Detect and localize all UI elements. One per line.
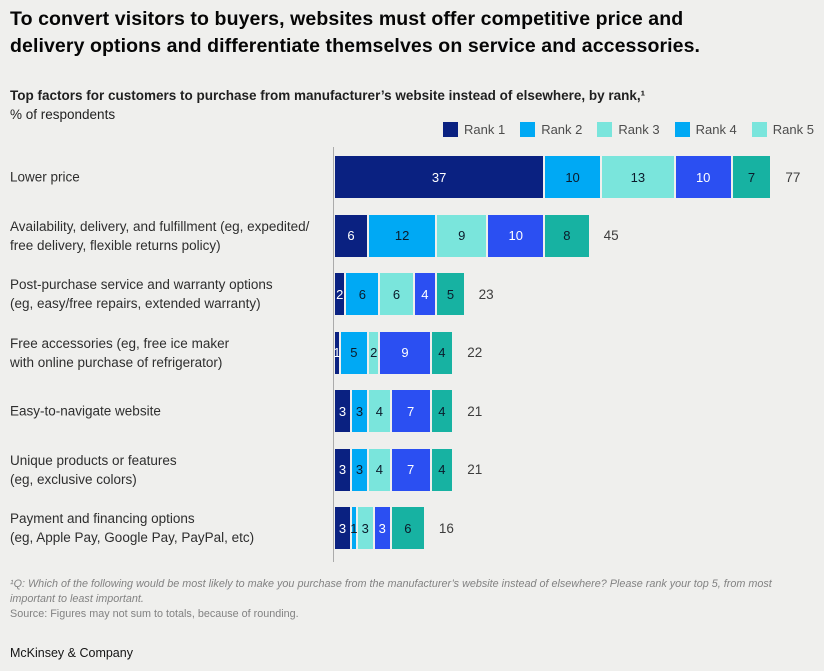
bar-segment: 3	[357, 507, 373, 549]
total-label: 21	[467, 462, 483, 477]
legend-swatch-rank-5	[751, 122, 767, 137]
bar: 37 10 13 10 7 77	[335, 156, 800, 198]
footnote-question: ¹Q: Which of the following would be most…	[10, 578, 772, 605]
bar-segment: 37	[335, 156, 544, 198]
chart-row: Free accessories (eg, free ice maker wit…	[0, 331, 824, 374]
bar-segment: 4	[369, 448, 390, 491]
bar-segment: 10	[488, 214, 544, 257]
legend-label: Rank 5	[772, 122, 814, 137]
bar-segment: 10	[675, 156, 731, 198]
chart-row: Unique products or features (eg, exclusi…	[0, 448, 824, 491]
bar-segment: 6	[335, 214, 368, 257]
footnote: ¹Q: Which of the following would be most…	[10, 577, 810, 622]
bar-segment: 7	[391, 448, 430, 491]
legend-item-rank-5: Rank 5	[751, 122, 814, 137]
chart-row: Post-purchase service and warranty optio…	[0, 273, 824, 315]
row-label: Free accessories (eg, free ice maker wit…	[10, 335, 230, 370]
row-label: Availability, delivery, and fulfillment …	[10, 218, 310, 253]
total-label: 21	[467, 403, 483, 419]
chart-subtitle: Top factors for customers to purchase fr…	[10, 86, 710, 124]
legend: Rank 1 Rank 2 Rank 3 Rank 4 Rank 5	[442, 122, 814, 137]
legend-item-rank-3: Rank 3	[597, 122, 660, 137]
total-label: 23	[478, 286, 494, 302]
bar: 1 5 2 9 4 22	[333, 331, 483, 374]
chart-row: Easy-to-navigate website 3 3 4 7 4 21	[0, 390, 824, 432]
bar-segment: 4	[431, 390, 453, 432]
brand-wordmark: McKinsey & Company	[10, 646, 133, 660]
bar-segment: 6	[346, 273, 379, 315]
bar-segment: 4	[369, 390, 390, 432]
legend-label: Rank 1	[463, 122, 506, 137]
bar-segment: 7	[732, 156, 771, 198]
bar-segment: 1	[350, 507, 357, 549]
legend-item-rank-1: Rank 1	[442, 122, 506, 137]
bar-segment: 8	[545, 214, 589, 257]
chart-subtitle-main: Top factors for customers to purchase fr…	[10, 88, 646, 103]
legend-item-rank-4: Rank 4	[674, 122, 737, 137]
bar-segment: 3	[335, 448, 351, 491]
stacked-bar-chart: Lower price 37 10 13 10 7 77 Availability, deli…	[0, 147, 824, 567]
bar: 2 6 6 4 5 23	[335, 273, 494, 315]
total-label: 22	[467, 345, 483, 360]
bar-segment: 2	[335, 273, 345, 315]
bar-segment: 6	[380, 273, 413, 315]
row-label: Unique products or features (eg, exclusi…	[10, 452, 177, 487]
bar-segment: 4	[431, 331, 453, 374]
bar-segment: 6	[391, 507, 424, 549]
legend-swatch-rank-4	[674, 122, 690, 137]
bar-segment: 5	[340, 331, 368, 374]
bar-segment: 9	[437, 214, 487, 257]
bar: 3 3 4 7 4 21	[335, 448, 483, 491]
bar-segment: 4	[431, 448, 453, 491]
bar-segment: 4	[414, 273, 436, 315]
bar-segment: 3	[352, 390, 368, 432]
bar-segment: 13	[601, 156, 674, 198]
bar-segment: 3	[374, 507, 390, 549]
total-label: 77	[785, 169, 801, 185]
footnote-source: Source: Figures may not sum to totals, b…	[10, 608, 299, 620]
bar-segment: 2	[369, 331, 379, 374]
bar-segment: 10	[545, 156, 600, 198]
bar-segment: 12	[369, 214, 436, 257]
bar-segment: 9	[380, 331, 430, 374]
row-label: Easy-to-navigate website	[10, 403, 161, 419]
chart-row: Payment and financing options (eg, Apple…	[0, 507, 824, 549]
page-title: To convert visitors to buyers, websites …	[10, 8, 701, 57]
axis-line	[333, 147, 334, 562]
legend-swatch-rank-2	[520, 122, 536, 137]
legend-item-rank-2: Rank 2	[520, 122, 582, 137]
bar-segment: 3	[335, 507, 351, 549]
bar-segment: 5	[437, 273, 464, 315]
bar-segment: 3	[352, 448, 368, 491]
row-label: Lower price	[10, 169, 80, 185]
row-label: Payment and financing options (eg, Apple…	[10, 511, 255, 545]
bar-segment: 1	[333, 331, 340, 374]
bar-segment: 3	[335, 390, 351, 432]
legend-swatch-rank-3	[597, 122, 613, 137]
bar: 3 1 3 3 6 16	[335, 507, 454, 549]
bar: 3 3 4 7 4 21	[335, 390, 482, 432]
legend-label: Rank 2	[541, 122, 583, 137]
legend-swatch-rank-1	[442, 122, 458, 137]
bar: 6 12 9 10 8 45	[335, 214, 619, 257]
chart-row: Availability, delivery, and fulfillment …	[0, 214, 824, 257]
total-label: 45	[603, 228, 619, 243]
bar-segment: 7	[391, 390, 430, 432]
total-label: 16	[438, 520, 454, 536]
chart-row: Lower price 37 10 13 10 7 77	[0, 156, 824, 198]
row-label: Post-purchase service and warranty optio…	[10, 277, 273, 311]
legend-label: Rank 3	[618, 122, 660, 137]
legend-label: Rank 4	[695, 122, 737, 137]
chart-subtitle-unit: % of respondents	[10, 107, 116, 122]
